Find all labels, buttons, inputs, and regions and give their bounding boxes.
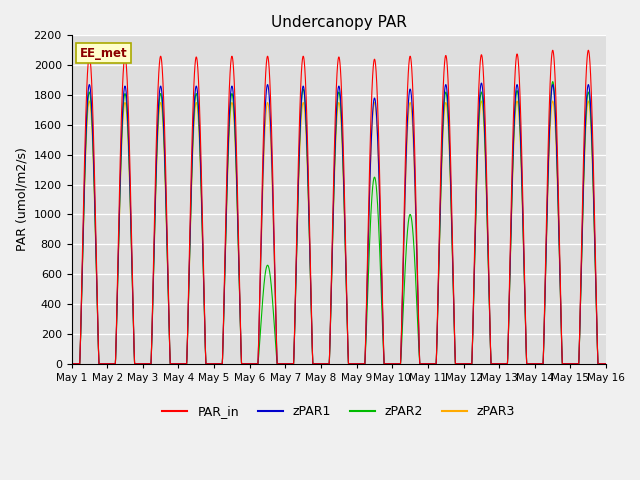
Text: EE_met: EE_met [79,47,127,60]
Title: Undercanopy PAR: Undercanopy PAR [271,15,407,30]
Y-axis label: PAR (umol/m2/s): PAR (umol/m2/s) [15,147,28,252]
Legend: PAR_in, zPAR1, zPAR2, zPAR3: PAR_in, zPAR1, zPAR2, zPAR3 [157,400,520,423]
